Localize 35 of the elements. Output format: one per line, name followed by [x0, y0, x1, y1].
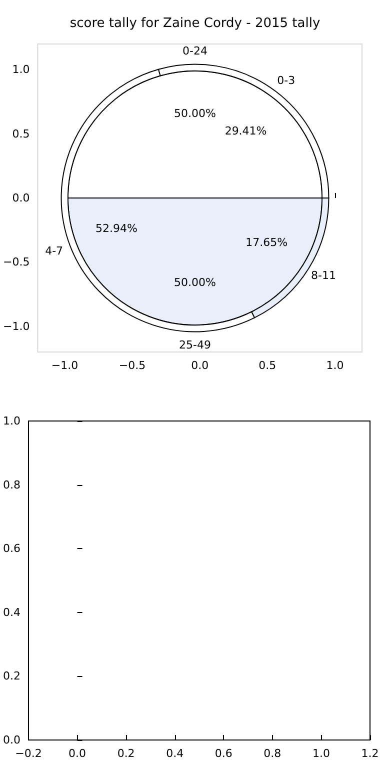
- chart-title: score tally for Zaine Cordy - 2015 tally: [70, 16, 320, 31]
- data-label: 50.00%: [174, 276, 216, 289]
- x-tick-label: 1.0: [326, 359, 344, 372]
- slice-label: 8-11: [311, 268, 336, 282]
- data-label: 52.94%: [95, 222, 138, 235]
- y-tick-label: 0.0: [12, 192, 30, 204]
- x-tick-label: 1.0: [312, 747, 330, 760]
- x-tick-label: 0.6: [214, 747, 232, 760]
- x-tick-label: −0.5: [118, 359, 146, 372]
- y-tick-label: 0.2: [2, 670, 20, 683]
- slice-label: 0-3: [277, 74, 296, 88]
- data-label: 29.41%: [224, 124, 267, 138]
- slice-label: 25-49: [179, 338, 211, 352]
- y-tick-label: 0.8: [2, 478, 20, 492]
- y-tick-label: −1.0: [2, 320, 30, 333]
- data-label: 50.00%: [174, 107, 216, 120]
- y-tick-label: 0.6: [2, 542, 20, 556]
- x-tick-label: 0.5: [258, 359, 276, 372]
- y-tick-label: 0.4: [2, 606, 20, 619]
- x-tick-label: 0.0: [68, 747, 86, 760]
- x-tick-label: −1.0: [51, 359, 78, 372]
- slice-label: 4-7: [45, 244, 64, 258]
- x-tick-label: 0.2: [117, 747, 135, 760]
- y-tick-label: −0.5: [2, 256, 30, 269]
- x-tick-label: 0.0: [191, 359, 209, 372]
- slice-label: 0-24: [182, 44, 208, 58]
- y-tick-label: 0.5: [12, 127, 30, 140]
- y-tick-label: 0.0: [2, 734, 20, 746]
- y-tick-label: 1.0: [12, 63, 30, 76]
- x-tick-label: −0.2: [15, 747, 42, 760]
- x-tick-label: 0.8: [264, 747, 282, 760]
- data-label: 17.65%: [246, 236, 288, 249]
- x-tick-label: 0.4: [166, 747, 184, 760]
- x-tick-label: 1.2: [361, 747, 379, 760]
- y-tick-label: 1.0: [2, 414, 20, 428]
